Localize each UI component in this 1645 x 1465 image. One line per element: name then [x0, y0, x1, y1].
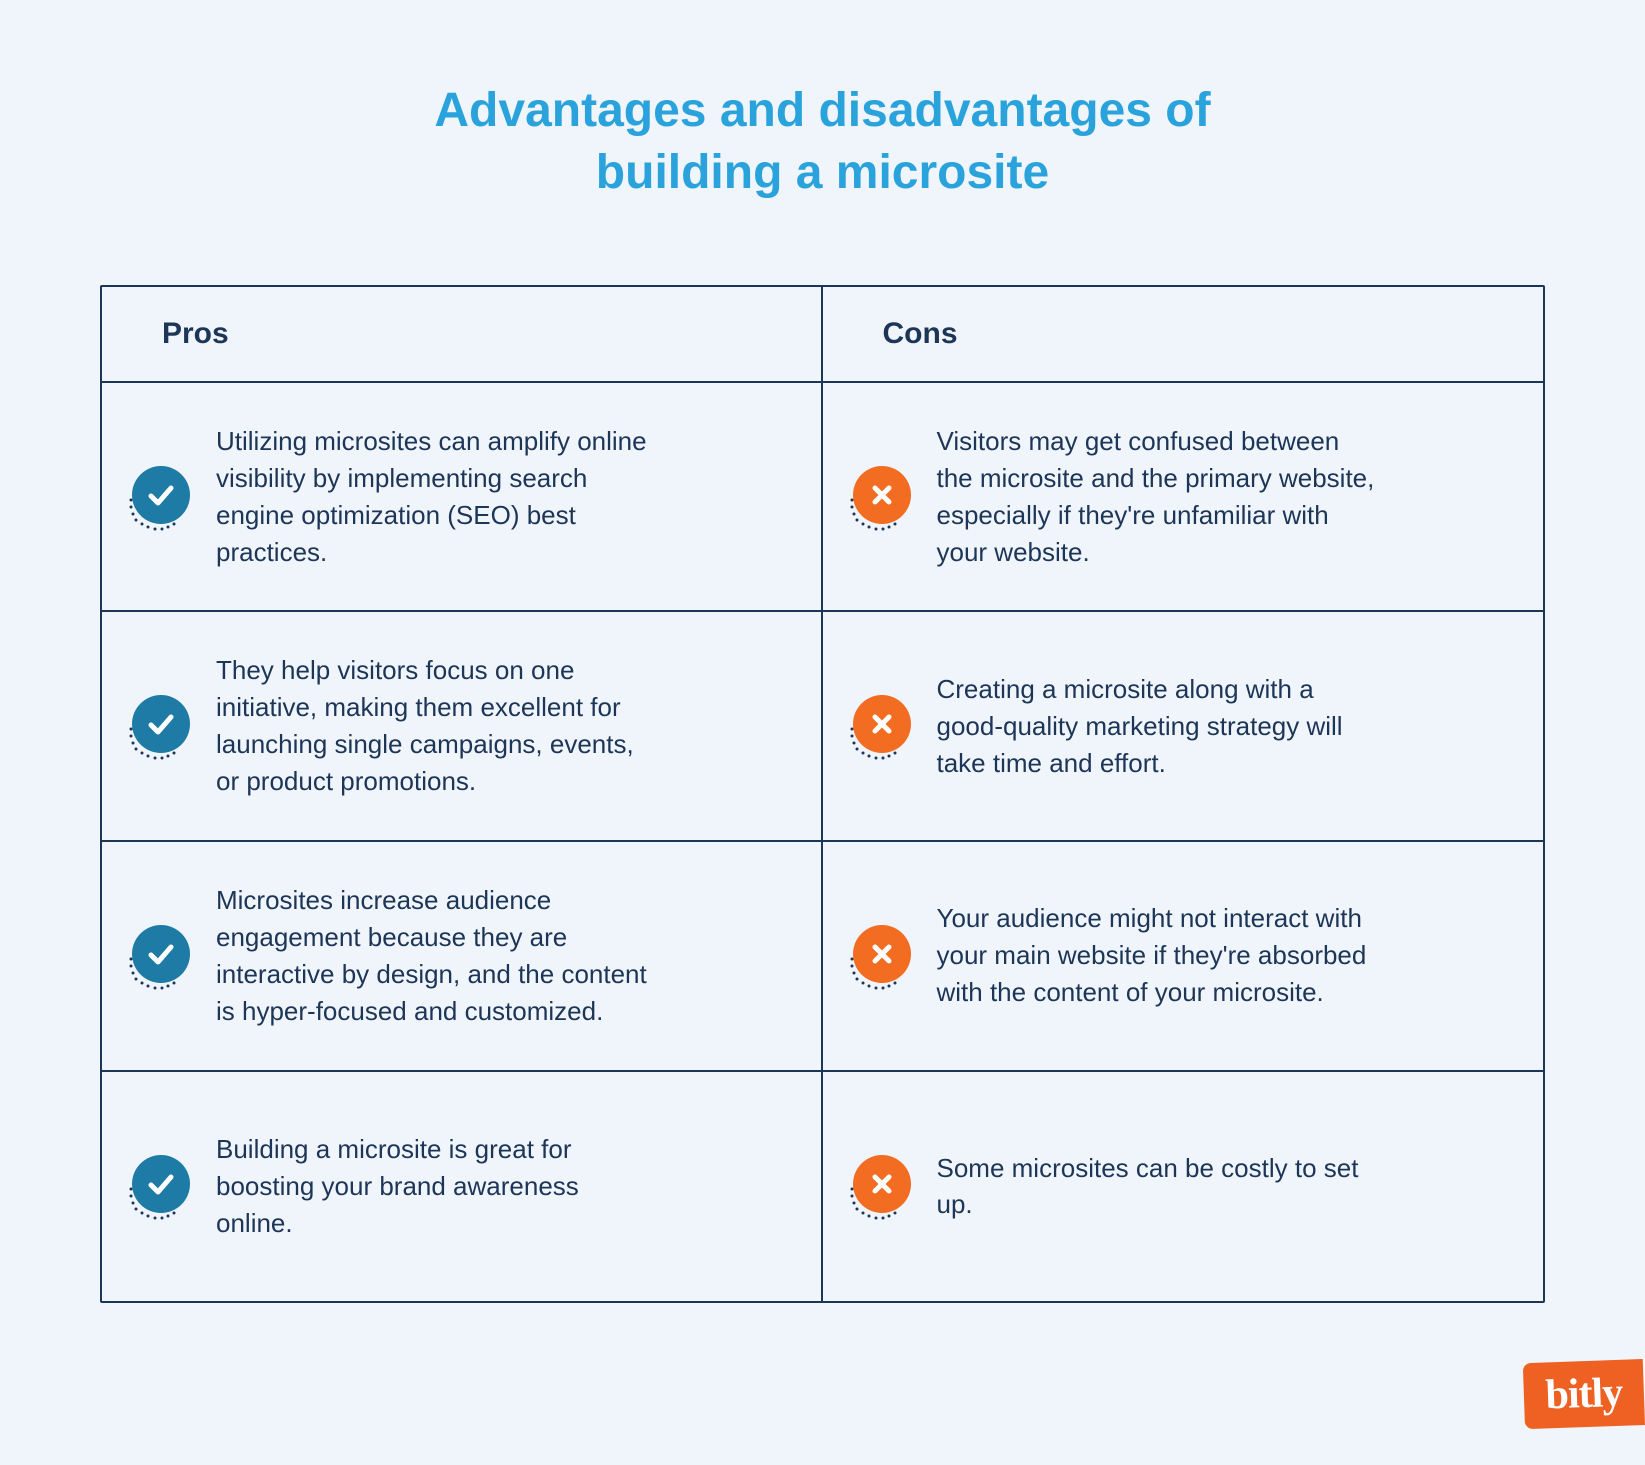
- cross-icon: [853, 1155, 915, 1217]
- con-cell: Some microsites can be costly to set up.: [823, 1072, 1544, 1302]
- con-cell: Creating a microsite along with a good-q…: [823, 612, 1544, 842]
- check-icon: [132, 1155, 194, 1217]
- cons-header: Cons: [823, 287, 1544, 383]
- pro-cell: Microsites increase audience engagement …: [102, 842, 823, 1072]
- check-icon: [132, 925, 194, 987]
- check-icon: [132, 695, 194, 757]
- con-text: Some microsites can be costly to set up.: [937, 1150, 1377, 1224]
- bitly-logo-badge: bitly: [1523, 1359, 1645, 1429]
- con-cell: Visitors may get confused between the mi…: [823, 383, 1544, 613]
- con-text: Visitors may get confused between the mi…: [937, 423, 1377, 571]
- cross-icon: [853, 695, 915, 757]
- pro-cell: Utilizing microsites can amplify online …: [102, 383, 823, 613]
- infographic-container: Advantages and disadvantages of building…: [0, 0, 1645, 1303]
- pro-text: They help visitors focus on one initiati…: [216, 652, 656, 800]
- pro-cell: Building a microsite is great for boosti…: [102, 1072, 823, 1302]
- pro-text: Utilizing microsites can amplify online …: [216, 423, 656, 571]
- pro-text: Microsites increase audience engagement …: [216, 882, 656, 1030]
- bitly-logo-text: bitly: [1545, 1369, 1623, 1420]
- con-cell: Your audience might not interact with yo…: [823, 842, 1544, 1072]
- cross-icon: [853, 925, 915, 987]
- pros-header: Pros: [102, 287, 823, 383]
- pros-cons-table: Pros Cons Utilizing microsites can ampli…: [100, 285, 1545, 1304]
- con-text: Your audience might not interact with yo…: [937, 900, 1377, 1011]
- pro-cell: They help visitors focus on one initiati…: [102, 612, 823, 842]
- cross-icon: [853, 466, 915, 528]
- pro-text: Building a microsite is great for boosti…: [216, 1131, 656, 1242]
- infographic-title: Advantages and disadvantages of building…: [373, 80, 1273, 205]
- check-icon: [132, 466, 194, 528]
- con-text: Creating a microsite along with a good-q…: [937, 671, 1377, 782]
